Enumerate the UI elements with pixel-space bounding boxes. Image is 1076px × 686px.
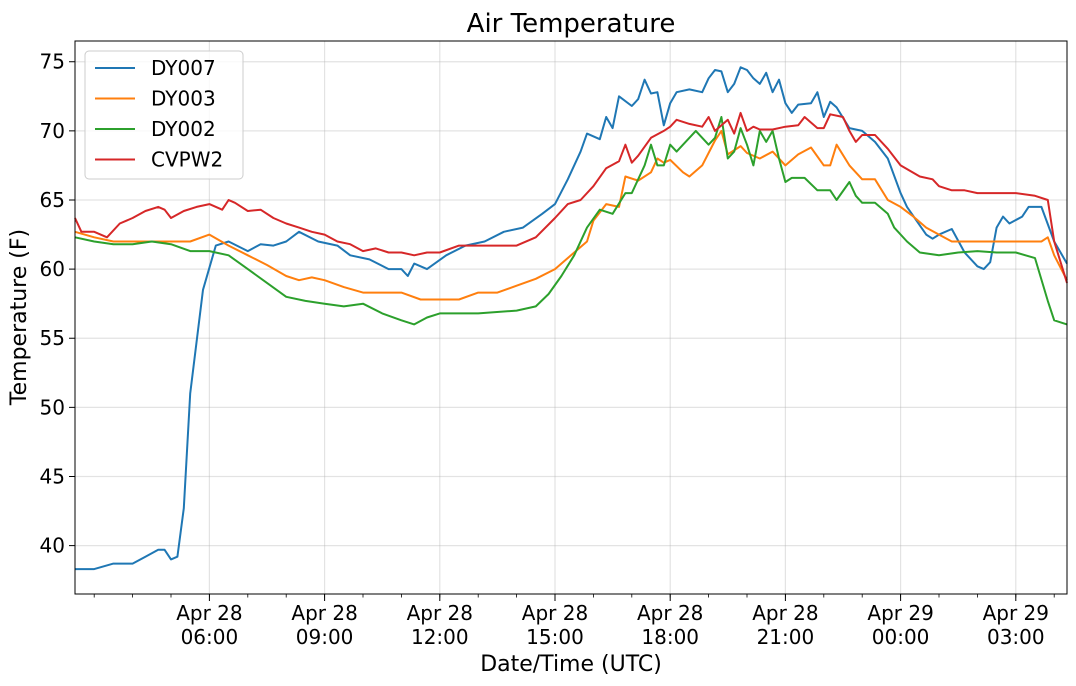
y-axis-label: Temperature (F) xyxy=(7,229,32,406)
y-tick-label: 75 xyxy=(40,50,65,74)
y-tick-label: 50 xyxy=(40,395,65,419)
grid xyxy=(75,41,1067,594)
x-tick-label-date: Apr 29 xyxy=(983,601,1049,625)
y-tick-label: 70 xyxy=(40,119,65,143)
y-tick-label: 40 xyxy=(40,534,65,558)
y-tick-label: 45 xyxy=(40,464,65,488)
y-tick-label: 55 xyxy=(40,326,65,350)
x-tick-label-date: Apr 29 xyxy=(867,601,933,625)
x-tick-label-date: Apr 28 xyxy=(637,601,703,625)
series-line-dy003 xyxy=(74,129,1068,301)
x-tick-label-time: 21:00 xyxy=(757,625,815,649)
x-axis-label: Date/Time (UTC) xyxy=(480,652,662,677)
y-axis: 40 45 50 55 60 65 70 75 xyxy=(40,50,75,558)
legend-label: DY007 xyxy=(151,56,216,80)
series-lines xyxy=(74,66,1068,571)
legend-label: CVPW2 xyxy=(151,148,223,172)
x-tick-label-date: Apr 28 xyxy=(407,601,473,625)
x-tick-label-date: Apr 28 xyxy=(176,601,242,625)
legend-label: DY002 xyxy=(151,117,216,141)
legend: DY007 DY003 DY002 CVPW2 xyxy=(84,50,244,180)
plot-frame xyxy=(74,40,1068,595)
x-tick-label-time: 00:00 xyxy=(872,625,930,649)
x-tick-label-time: 15:00 xyxy=(526,625,584,649)
chart-title: Air Temperature xyxy=(467,9,676,39)
y-tick-label: 60 xyxy=(40,257,65,281)
x-tick-label-time: 03:00 xyxy=(987,625,1045,649)
x-tick-label-date: Apr 28 xyxy=(752,601,818,625)
x-tick-label-date: Apr 28 xyxy=(291,601,357,625)
y-tick-label: 65 xyxy=(40,188,65,212)
series-line-dy007 xyxy=(75,66,1068,571)
x-tick-label-time: 06:00 xyxy=(181,625,239,649)
series-line-dy002 xyxy=(74,116,1068,326)
x-tick-label-time: 18:00 xyxy=(641,625,699,649)
legend-box xyxy=(84,50,244,180)
series-line-cvpw2 xyxy=(74,111,1068,284)
x-tick-label-time: 09:00 xyxy=(296,625,354,649)
x-tick-label-time: 12:00 xyxy=(411,625,469,649)
x-tick-label-date: Apr 28 xyxy=(522,601,588,625)
legend-label: DY003 xyxy=(151,87,216,111)
